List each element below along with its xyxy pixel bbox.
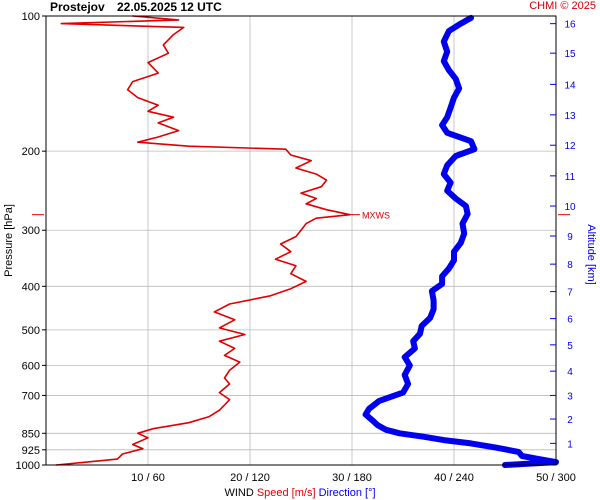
direction-series-line: [362, 14, 559, 468]
altitude-tick-label: 14: [564, 80, 576, 91]
pressure-tick-label: 600: [22, 360, 40, 372]
altitude-tick-label: 11: [565, 172, 576, 183]
x-tick-label: 30 / 180: [332, 472, 372, 484]
altitude-tick-label: 12: [564, 141, 576, 152]
pressure-tick-label: 700: [22, 390, 40, 402]
x-axis-title-part: Speed [m/s]: [254, 487, 316, 499]
altitude-tick-label: 2: [567, 415, 573, 426]
altitude-tick-label: 1: [567, 439, 573, 450]
altitude-tick-label: 9: [567, 232, 573, 243]
pressure-tick-label: 400: [22, 281, 40, 293]
x-tick-label: 10 / 60: [131, 472, 165, 484]
mxws-label: MXWS: [362, 211, 390, 221]
plot-frame: [45, 15, 557, 466]
series-layer: [55, 14, 559, 468]
sounding-datetime: 22.05.2025 12 UTC: [117, 0, 222, 14]
x-tick-label: 40 / 240: [434, 472, 474, 484]
x-axis-title-part: WIND: [224, 487, 253, 499]
pressure-tick-label: 1000: [16, 460, 40, 472]
altitude-tick-label: 15: [564, 49, 576, 60]
pressure-tick-label: 925: [22, 445, 40, 457]
pressure-axis-title: Pressure [hPa]: [3, 204, 15, 277]
grid-layer: [46, 16, 556, 465]
altitude-tick-label: 7: [567, 288, 573, 299]
speed-series-line: [55, 15, 351, 466]
axis-layer: [32, 15, 570, 466]
altitude-tick-label: 13: [564, 111, 576, 122]
x-axis-title: WIND Speed [m/s] Direction [°]: [224, 487, 375, 499]
pressure-tick-label: 100: [22, 11, 40, 23]
x-axis-title-part: Direction [°]: [316, 487, 376, 499]
altitude-tick-label: 4: [567, 367, 573, 378]
altitude-tick-label: 10: [564, 202, 576, 213]
altitude-tick-label: 5: [567, 341, 573, 352]
x-tick-label: 20 / 120: [230, 472, 270, 484]
altitude-tick-label: 6: [567, 315, 573, 326]
x-tick-label: 50 / 300: [536, 472, 576, 484]
pressure-tick-label: 500: [22, 325, 40, 337]
altitude-tick-label: 8: [567, 260, 573, 271]
altitude-tick-label: 16: [564, 20, 576, 31]
copyright-credit: CHMI © 2025: [529, 0, 596, 12]
pressure-tick-label: 850: [22, 428, 40, 440]
label-layer: 1002003004005006007008509251000123456789…: [3, 11, 597, 499]
altitude-axis-title: Altitude [km]: [585, 224, 597, 285]
station-name: Prostejov: [50, 0, 105, 14]
altitude-tick-label: 3: [567, 391, 573, 402]
pressure-tick-label: 200: [22, 146, 40, 158]
pressure-tick-label: 300: [22, 225, 40, 237]
